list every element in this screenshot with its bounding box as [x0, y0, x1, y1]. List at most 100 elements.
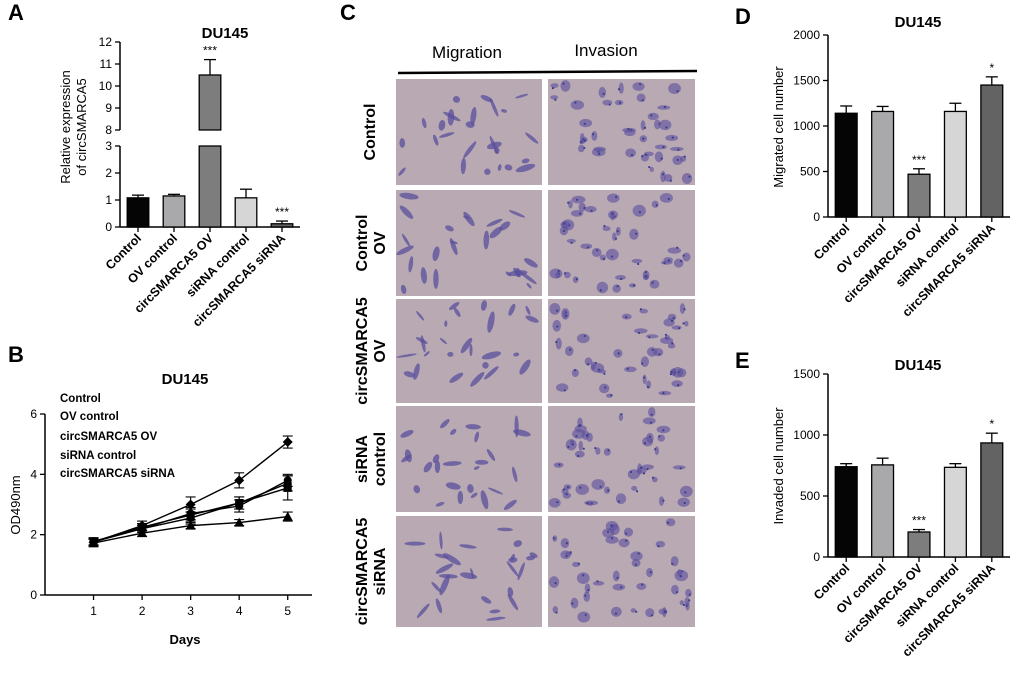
panel-b-title: DU145: [162, 371, 209, 388]
micrograph-control-ov-invasion-pore-34: [567, 201, 570, 204]
panel-b-xtick-label-4: 4: [236, 604, 243, 618]
micrograph-circsmarca5-sirna-invasion-pore-10: [620, 586, 623, 589]
micrograph-circsmarca5-ov-invasion-pore-24: [642, 376, 646, 379]
micrograph-circsmarca5-ov-invasion-pore-2: [556, 309, 559, 312]
micrograph-circsmarca5-sirna-invasion: [548, 516, 695, 627]
micrograph-circsmarca5-sirna-invasion-pore-32: [634, 563, 637, 566]
column-header-rule: [397, 69, 698, 75]
micrograph-control-invasion-pore-27: [676, 158, 679, 161]
micrograph-sirna-control-invasion-cell-10: [548, 497, 561, 508]
micrograph-control-ov-invasion-pore-10: [632, 284, 636, 287]
micrograph-sirna-control-invasion-pore-11: [582, 447, 585, 450]
micrograph-control-ov-invasion-cell-13: [607, 193, 620, 203]
micrograph-circsmarca5-ov-invasion-pore-4: [617, 352, 620, 355]
micrograph-circsmarca5-sirna-invasion-pore-34: [584, 594, 587, 597]
micrograph-control-ov-invasion-pore-4: [564, 272, 567, 275]
micrograph-control-ov-invasion-cell-24: [660, 260, 673, 265]
micrograph-sirna-control-migration-cell-21: [487, 487, 504, 495]
micrograph-sirna-control-invasion-cell-14: [672, 465, 686, 470]
micrograph-control-invasion-cell-7: [636, 93, 646, 102]
micrograph-circsmarca5-sirna-invasion-cell-21: [679, 600, 685, 606]
micrograph-control-invasion-pore-12: [677, 148, 680, 151]
panel-a-title: DU145: [202, 25, 249, 42]
panel-a-ytick-label-2: 2: [105, 166, 112, 180]
micrograph-circsmarca5-sirna-migration-cell-15: [459, 544, 477, 549]
micrograph-sirna-control-invasion-pore-27: [586, 501, 589, 505]
micrograph-control-ov-invasion-cell-6: [615, 275, 626, 280]
micrograph-circsmarca5-ov-invasion-cell-6: [684, 320, 689, 327]
micrograph-sirna-control-invasion-pore-28: [643, 442, 647, 445]
micrograph-sirna-control-invasion-pore-32: [558, 463, 561, 466]
micrograph-circsmarca5-ov-invasion-cell-19: [561, 308, 570, 320]
micrograph-circsmarca5-ov-migration-cell-16: [525, 315, 539, 323]
panel-a-bar-lower-circsmarca5-ov: [198, 145, 222, 228]
micrograph-control-invasion-pore-24: [669, 179, 672, 182]
panel-e-ytick-label-1500: 1500: [793, 367, 820, 381]
panel-label-d: D: [735, 4, 751, 29]
micrograph-circsmarca5-sirna-migration-cell-12: [489, 609, 501, 614]
micrograph-circsmarca5-ov-migration-cell-7: [508, 303, 516, 316]
micrograph-control-migration-cell-18: [480, 94, 493, 103]
micrograph-control-invasion-pore-14: [562, 82, 565, 85]
micrograph-control-invasion-pore-25: [602, 92, 605, 95]
panel-e-ytick-label-500: 500: [800, 489, 820, 503]
micrograph-circsmarca5-ov-invasion-cell-2: [549, 302, 561, 315]
data-point-circsmarca5-sirna-day-1: [88, 538, 99, 548]
micrograph-circsmarca5-ov-migration-cell-25: [470, 372, 485, 387]
micrograph-control-ov-invasion-pore-0: [596, 249, 599, 252]
panel-d-ytick-label-500: 500: [800, 165, 820, 179]
micrograph-control-invasion-pore-28: [671, 136, 674, 139]
micrograph-circsmarca5-ov-migration-cell-20: [513, 352, 520, 357]
micrograph-sirna-control-invasion-pore-20: [640, 466, 643, 469]
micrograph-circsmarca5-ov-invasion-pore-34: [646, 386, 650, 389]
micrograph-control-ov-invasion-pore-30: [570, 241, 573, 244]
micrograph-circsmarca5-sirna-invasion-pore-27: [671, 562, 674, 565]
panel-a-category-sirna-control: siRNA control: [184, 231, 253, 300]
micrograph-circsmarca5-sirna-invasion-cell-6: [560, 538, 570, 549]
micrograph-sirna-control-invasion-pore-37: [629, 470, 633, 474]
data-point-ov-control-day-5: [283, 483, 292, 492]
micrograph-circsmarca5-ov-invasion-pore-29: [604, 386, 607, 389]
micrograph-circsmarca5-sirna-invasion-pore-25: [596, 580, 599, 583]
micrograph-circsmarca5-ov-migration-cell-18: [415, 337, 428, 344]
micrograph-control-ov-invasion-cell-1: [578, 202, 586, 212]
micrograph-control-invasion-cell-2: [668, 83, 681, 94]
micrograph-circsmarca5-sirna-migration-cell-7: [497, 527, 513, 532]
micrograph-control-ov-invasion-pore-2: [603, 224, 606, 228]
micrograph-sirna-control-invasion-pore-15: [650, 413, 653, 416]
micrograph-circsmarca5-sirna-invasion-cell-2: [655, 540, 666, 548]
micrograph-circsmarca5-sirna-invasion-pore-37: [611, 537, 614, 540]
micrograph-circsmarca5-ov-invasion-pore-27: [638, 331, 641, 334]
panel-b-ytick-label-6: 6: [30, 407, 37, 421]
micrograph-control-ov-invasion-cell-30: [566, 238, 576, 244]
micrograph-circsmarca5-ov-migration-cell-1: [480, 300, 487, 311]
micrograph-control-invasion-cell-19: [622, 127, 637, 133]
panel-a-bar-control: [126, 197, 150, 228]
micrograph-control-ov-migration-cell-5: [483, 230, 490, 250]
micrograph-sirna-control-invasion-pore-26: [662, 429, 665, 432]
micrograph-control-invasion-pore-21: [660, 157, 663, 160]
micrograph-sirna-control-invasion-pore-39: [683, 501, 686, 505]
micrograph-control-migration-cell-23: [515, 93, 529, 99]
micrograph-circsmarca5-ov-migration-cell-21: [484, 366, 499, 380]
micrograph-sirna-control-migration-cell-13: [435, 501, 445, 507]
micrograph-circsmarca5-ov-invasion-pore-10: [677, 327, 681, 330]
micrograph-control-ov-migration-cell-13: [400, 284, 407, 294]
panel-d-bar-ov-control: [871, 110, 895, 218]
micrograph-sirna-control-invasion-pore-0: [617, 500, 620, 503]
panel-d-significance-circsmarca5-ov: ***: [912, 153, 926, 167]
panel-e-significance-circsmarca5-ov: ***: [912, 514, 926, 528]
micrograph-control-ov-invasion-pore-38: [599, 289, 602, 292]
row-label-circsmarca5-ov-line-2: OV: [372, 339, 389, 362]
micrograph-control-ov-invasion-cell-0: [591, 247, 602, 257]
micrograph-control-invasion: [548, 79, 695, 185]
micrograph-sirna-control-invasion-pore-22: [599, 485, 602, 488]
micrograph-control-ov-invasion-cell-18: [605, 248, 619, 261]
micrograph-control-ov-invasion-pore-3: [616, 229, 619, 233]
micrograph-sirna-control-migration-cell-23: [465, 424, 481, 430]
micrograph-circsmarca5-ov-invasion-pore-14: [664, 333, 667, 336]
micrograph-sirna-control-invasion-pore-35: [607, 489, 610, 492]
micrograph-control-ov-invasion-pore-26: [638, 210, 642, 214]
micrograph-sirna-control-migration-cell-18: [503, 499, 517, 511]
legend-entry-circsmarca5-ov: circSMARCA5 OV: [60, 431, 157, 443]
